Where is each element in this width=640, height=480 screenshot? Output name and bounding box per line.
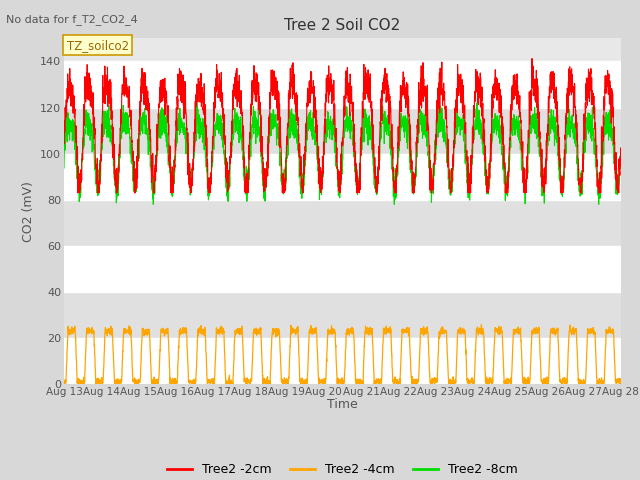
Tree2 -4cm	[606, 328, 614, 334]
Tree2 -4cm	[547, 332, 554, 337]
Tree2 -8cm	[606, 123, 614, 129]
Tree2 -8cm	[274, 129, 282, 134]
Tree2 -8cm	[157, 135, 164, 141]
Tree2 -4cm	[157, 329, 164, 335]
Legend: Tree2 -2cm, Tree2 -4cm, Tree2 -8cm: Tree2 -2cm, Tree2 -4cm, Tree2 -8cm	[162, 458, 523, 480]
Bar	[64, 292, 621, 338]
Tree2 -4cm	[124, 328, 132, 334]
Tree2 -2cm	[547, 71, 554, 77]
Tree2 -2cm	[606, 83, 614, 88]
Tree2 -8cm	[298, 177, 306, 183]
Tree2 -4cm	[477, 322, 485, 328]
Tree2 -8cm	[193, 100, 201, 106]
Title: Tree 2 Soil CO2: Tree 2 Soil CO2	[284, 18, 401, 33]
Tree2 -2cm	[274, 117, 282, 123]
Bar	[64, 61, 621, 108]
Tree2 -8cm	[547, 120, 554, 125]
Bar	[64, 154, 621, 200]
Tree2 -4cm	[60, 381, 68, 386]
Tree2 -4cm	[298, 376, 306, 382]
Text: TZ_soilco2: TZ_soilco2	[67, 39, 129, 52]
Tree2 -2cm	[60, 139, 68, 145]
Text: No data for f_T2_CO2_4: No data for f_T2_CO2_4	[6, 14, 138, 25]
Bar	[64, 108, 621, 154]
Tree2 -8cm	[60, 165, 68, 171]
Bar	[64, 246, 621, 292]
Tree2 -2cm	[157, 79, 164, 84]
Tree2 -4cm	[274, 327, 282, 333]
Tree2 -2cm	[74, 190, 81, 196]
X-axis label: Time: Time	[327, 398, 358, 411]
Tree2 -8cm	[617, 160, 625, 166]
Tree2 -8cm	[150, 202, 157, 207]
Tree2 -4cm	[617, 377, 625, 383]
Bar	[64, 338, 621, 384]
Tree2 -2cm	[124, 93, 132, 99]
Tree2 -2cm	[617, 145, 625, 151]
Line: Tree2 -4cm: Tree2 -4cm	[64, 325, 621, 384]
Tree2 -8cm	[124, 130, 131, 136]
Tree2 -2cm	[528, 56, 536, 61]
Bar	[64, 200, 621, 246]
Y-axis label: CO2 (mV): CO2 (mV)	[22, 181, 35, 241]
Line: Tree2 -8cm: Tree2 -8cm	[64, 103, 621, 204]
Tree2 -2cm	[298, 185, 306, 191]
Tree2 -4cm	[61, 381, 69, 387]
Line: Tree2 -2cm: Tree2 -2cm	[64, 59, 621, 193]
